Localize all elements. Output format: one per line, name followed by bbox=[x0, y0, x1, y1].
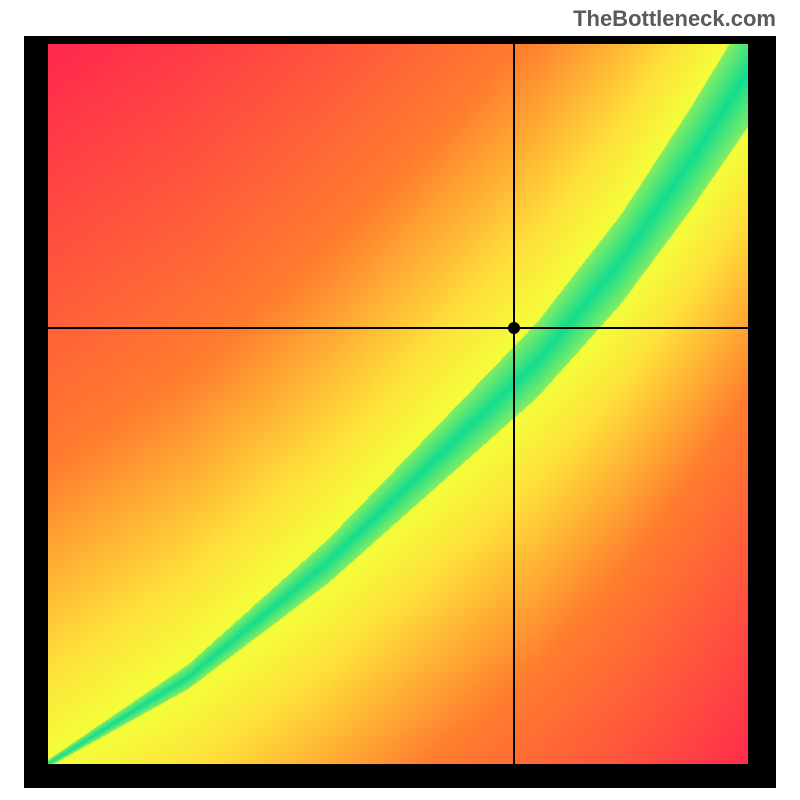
bottleneck-heatmap bbox=[48, 44, 748, 764]
chart-frame bbox=[24, 36, 776, 788]
crosshair-marker bbox=[508, 322, 520, 334]
crosshair-horizontal bbox=[48, 327, 748, 329]
attribution-text: TheBottleneck.com bbox=[573, 6, 776, 32]
crosshair-vertical bbox=[513, 44, 515, 764]
